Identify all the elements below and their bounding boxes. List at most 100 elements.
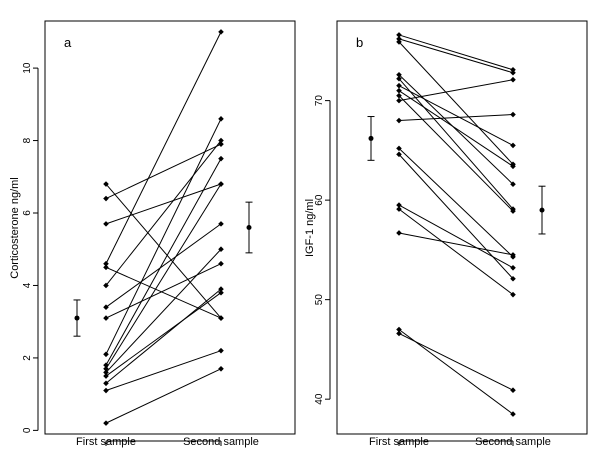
panel-a-series-line-10	[105, 158, 222, 366]
panel-b-point-second-14	[510, 291, 516, 298]
panel-a-series-line-11	[105, 183, 222, 370]
panel-a-point-second-9	[218, 116, 224, 122]
panel-a-series-line-4	[105, 31, 222, 264]
panel-a-point-first-4	[103, 260, 109, 267]
panel-a-y-tick-label: 6	[22, 210, 33, 216]
panel-a-series-line-8	[105, 263, 222, 319]
panel-a-series-line-5	[105, 266, 222, 319]
panel-a-label: a	[64, 35, 72, 50]
panel-b-point-first-9	[396, 97, 402, 104]
panel-b-point-second-4	[510, 181, 516, 188]
panel-b-point-first-14	[396, 206, 402, 212]
panel-b-series-line-16	[398, 329, 514, 415]
panel-b-series-line-4	[398, 74, 514, 185]
panel-b-point-first-4	[396, 71, 402, 78]
panel-a-point-second-5	[218, 315, 224, 321]
panel-b-series-line-13	[398, 204, 514, 269]
panel-a-point-first-7	[103, 304, 109, 311]
panel-b-point-first-11	[396, 145, 402, 152]
panel-a-point-second-16	[218, 365, 224, 372]
panel-a-point-second-7	[218, 221, 224, 227]
panel-b-series-line-10	[398, 114, 514, 122]
panel-b-point-second-7	[510, 163, 516, 170]
panel-a-point-first-8	[103, 315, 109, 321]
panel-b-point-first-10	[396, 117, 402, 124]
panel-a-point-first-14	[103, 380, 109, 387]
panel-a-point-second-15	[218, 347, 224, 354]
panel-b-point-second-2	[510, 69, 516, 76]
panel-a-point-second-6	[218, 137, 224, 144]
panel-b-point-first-1	[396, 32, 402, 38]
panel-a-point-second-10	[218, 155, 224, 162]
panel-b-point-second-12	[510, 275, 516, 282]
panel-b-error-bar-first-mean-point	[368, 135, 374, 141]
panel-a-point-first-5	[103, 264, 109, 271]
panel-a-point-first-9	[103, 351, 109, 358]
panel-b-series-line-9	[398, 79, 514, 102]
panel-b-series-line-17	[398, 333, 514, 391]
panel-b-y-tick-label: 50	[314, 294, 325, 306]
panel-b-point-second-15	[510, 252, 516, 258]
panel-b-series-line-6	[398, 85, 514, 146]
panel-a-point-first-11	[103, 365, 109, 372]
panel-b-point-second-8	[510, 208, 516, 214]
panel-a-y-tick-label: 2	[22, 355, 33, 361]
panel-b-point-first-15	[396, 230, 402, 236]
panel-a-y-tick-label: 0	[22, 427, 33, 433]
panel-b-point-second-1	[510, 66, 516, 73]
panel-a-point-first-3	[103, 221, 109, 227]
panel-b-point-first-3	[396, 39, 402, 45]
panel-b-series-line-14	[398, 208, 514, 296]
panel-a-y-tick-label: 8	[22, 137, 33, 143]
panel-b-series-line-3	[398, 41, 514, 165]
panel-b-y-tick-label: 70	[314, 95, 325, 107]
panel-a-point-first-2	[103, 195, 109, 202]
panel-b-point-second-10	[510, 111, 516, 118]
panel-a-point-second-14	[218, 286, 224, 292]
panel-b-series-line-5	[398, 78, 514, 210]
panel-b-series-line-11	[398, 148, 514, 258]
panel-b-point-first-16	[396, 326, 402, 333]
panel-b-point-second-6	[510, 142, 516, 149]
panel-a-point-first-6	[103, 282, 109, 289]
panel-b-frame	[336, 20, 588, 435]
panel-a-series-line-7	[105, 223, 222, 308]
panel-b-point-first-5	[396, 75, 402, 82]
panel-a-series-line-6	[105, 140, 222, 286]
panel-a-y-tick-label: 10	[22, 62, 33, 74]
panel-a-error-bar-first-mean-point	[74, 315, 80, 321]
panel-a-marks: 0 2 4 6 8 10	[22, 29, 253, 446]
panel-b-series-line-8	[398, 95, 514, 212]
panel-a-point-first-13	[103, 373, 109, 379]
panel-a-series-line-9	[105, 118, 222, 355]
panel-a-series-line-2	[105, 143, 222, 199]
panel-a-series-line-14	[105, 288, 222, 384]
panel-b-series-line-12	[398, 154, 514, 280]
panel-a-series-line-13	[105, 292, 222, 377]
panel-a-series-line-3	[105, 183, 222, 225]
panel-b-y-axis-label: IGF-1 ng/ml	[304, 199, 316, 257]
panel-a-point-first-16	[103, 420, 109, 426]
panel-a-y-tick-label: 4	[22, 282, 33, 288]
panel-a-point-first-1	[103, 181, 109, 187]
panel-b-series-line-2	[398, 38, 514, 74]
panel-a-frame	[44, 20, 296, 435]
panel-a-series-line-16	[105, 368, 222, 424]
panel-b-point-first-6	[396, 82, 402, 89]
panel-b-y-tick-label: 60	[314, 194, 325, 206]
panel-b-point-first-2	[396, 36, 402, 42]
panel-a-series-line-1	[105, 183, 222, 319]
panel-b-point-second-17	[510, 387, 516, 394]
panel-b-label: b	[356, 35, 363, 50]
panel-a-point-first-15	[103, 387, 109, 394]
panel-b-point-first-12	[396, 151, 402, 158]
panel-b-point-first-8	[396, 92, 402, 99]
panel-b-point-second-9	[510, 76, 516, 83]
panel-b-point-first-17	[396, 330, 402, 337]
panel-a: a Corticosterone ng/ml First sample Seco…	[9, 20, 296, 448]
panel-b-point-first-13	[396, 202, 402, 208]
panel-a-point-first-12	[103, 369, 109, 376]
panel-b: b IGF-1 ng/ml First sample Second sample…	[304, 20, 588, 448]
panel-b-error-bar-second-mean-point	[539, 207, 545, 213]
